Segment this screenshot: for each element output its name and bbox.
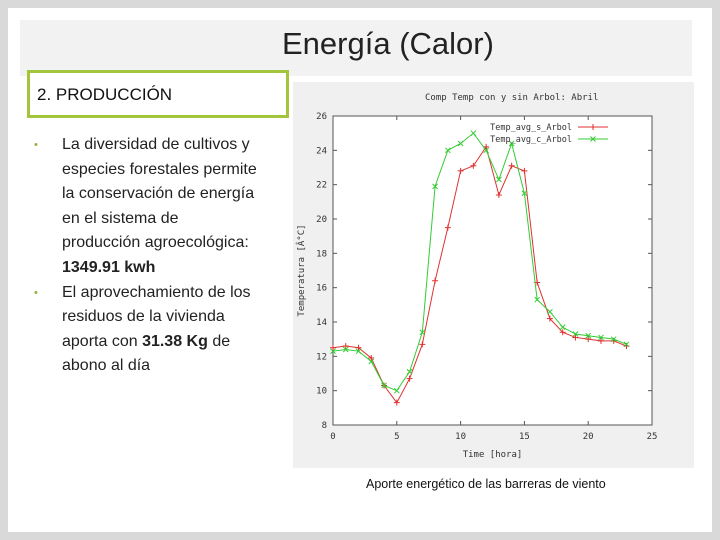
y-tick-label: 12 [316,352,327,362]
plot-frame [332,115,653,426]
data-point [330,344,336,351]
x-tick-label: 5 [394,432,399,442]
slide-subtitle: 2. PRODUCCIÓN [37,85,173,104]
bullet-icon: • [34,139,38,151]
bullet-bold-value: 31.38 Kg [142,332,208,350]
slide-title: Energía (Calor) [282,26,494,61]
data-point [457,140,464,147]
data-point [342,343,349,350]
chart-caption: Aporte energético de las barreras de vie… [366,477,606,491]
bullet-item: • La diversidad de cultivos y especies f… [30,133,260,281]
data-point [559,329,566,336]
data-point [368,355,375,362]
data-point [432,277,439,284]
data-point [432,183,438,190]
bullet-text-after: de abono al día [62,332,231,375]
data-point [572,334,579,341]
x-tick-label: 25 [647,432,658,442]
x-axis-label: Time [hora] [463,450,523,460]
legend-marker [590,124,596,130]
bullet-bold-value: 1349.91 kwh [62,258,156,276]
data-point [355,344,362,351]
data-point [342,346,349,353]
data-point [444,147,451,154]
data-point [496,176,502,183]
x-tick-label: 0 [330,432,335,442]
y-tick-label: 8 [322,421,327,431]
data-point [572,331,579,337]
data-point [585,332,592,339]
y-tick-label: 16 [316,284,327,294]
data-point [470,130,477,137]
data-point [393,387,400,394]
data-point [598,334,604,341]
data-point [623,341,630,348]
legend-label: Temp_avg_c_Arbol [490,135,572,145]
bullet-text: El aprovechamiento de los residuos de la… [62,283,251,350]
bullet-item: • El aprovechamiento de los residuos de … [30,281,260,379]
data-point [547,308,553,315]
data-point [521,167,528,174]
x-tick-label: 10 [455,432,466,442]
y-tick-label: 24 [316,146,327,156]
data-point [406,368,413,375]
data-point [597,337,604,344]
y-tick-label: 18 [316,249,327,259]
data-point [534,296,541,303]
temperature-line-chart: Comp Temp con y sin Arbol: Abril 0 5 10 15 20… [295,93,658,460]
legend-marker [590,136,596,142]
data-point [585,336,592,343]
y-tick-label: 20 [316,215,327,225]
data-point [610,336,617,343]
bullet-text: La diversidad de cultivos y especies for… [62,136,257,252]
data-point [559,324,566,331]
data-point [508,140,515,147]
data-point [470,162,477,169]
legend-label: Temp_avg_s_Arbol [490,123,572,133]
bullet-icon: • [34,286,38,299]
y-tick-label: 10 [316,387,327,397]
y-tick-label: 14 [316,318,327,328]
data-point [330,348,336,355]
data-point [419,329,426,336]
data-point [419,341,426,348]
data-point [483,147,489,154]
title-band [20,20,692,76]
data-point [444,224,451,231]
series-line-2 [332,132,627,392]
data-point [393,399,400,406]
y-axis-label: Temperatura [Â°C] [295,224,307,316]
data-point [368,358,375,365]
x-tick-label: 15 [519,432,530,442]
data-point [508,162,515,169]
data-point [495,191,502,198]
data-point [546,315,553,322]
bullet-list: • La diversidad de cultivos y especies f… [30,133,260,379]
data-point [457,167,464,174]
data-point [521,190,528,197]
data-point [355,348,362,355]
x-tick-label: 20 [583,432,594,442]
data-point [406,375,413,382]
subtitle-box [27,70,289,118]
y-tick-label: 26 [316,112,327,122]
chart-title: Comp Temp con y sin Arbol: Abril [425,93,598,103]
y-tick-label: 22 [316,181,327,191]
data-point [381,382,387,389]
